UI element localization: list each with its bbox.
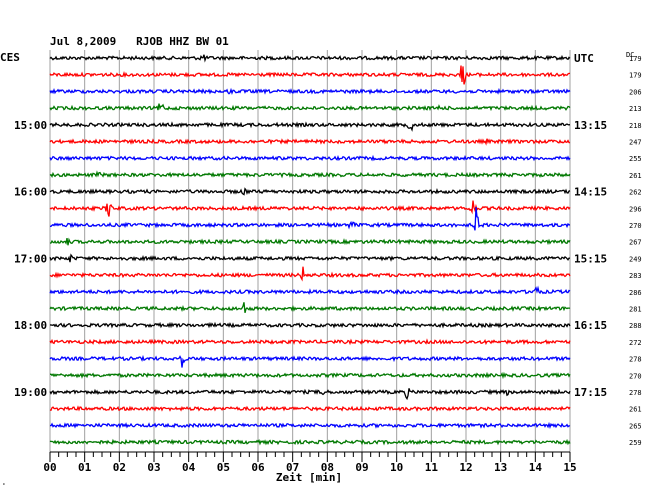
dc-offset-value: 247	[629, 139, 642, 147]
x-tick-label: 11	[425, 461, 439, 474]
dc-offset-value: 270	[629, 222, 642, 230]
trace-row-17	[49, 338, 571, 346]
dc-offset-value: 213	[629, 105, 642, 113]
right-time-label: 16:15	[574, 319, 607, 332]
dc-offset-value: 278	[629, 356, 642, 364]
left-time-labels: 15:00 16:00 17:00 18:00 19:00	[14, 119, 47, 399]
dc-offset-value: 262	[629, 189, 642, 197]
dc-offset-value: 179	[629, 72, 642, 80]
dc-offset-value: 249	[629, 255, 642, 263]
trace-lines	[49, 54, 571, 446]
right-time-labels: UTC 13:15 14:15 15:15 16:15 17:15	[574, 52, 607, 399]
dc-offset-value: 288	[629, 322, 642, 330]
dc-offset-value: 270	[629, 372, 642, 380]
dc-offset-value: 283	[629, 272, 642, 280]
dc-offset-value: 267	[629, 239, 642, 247]
trace-row-23	[49, 438, 571, 446]
x-axis-ticks	[49, 451, 571, 462]
trace-row-10	[50, 207, 571, 231]
dc-offset-value: 272	[629, 339, 642, 347]
left-time-label: 15:00	[14, 119, 47, 132]
trace-row-9	[49, 200, 571, 217]
dc-offset-value: 265	[629, 422, 642, 430]
dc-offset-value: 278	[629, 389, 642, 397]
x-tick-label: 04	[182, 461, 196, 474]
trace-row-18	[49, 354, 571, 368]
x-tick-label: 01	[78, 461, 92, 474]
trace-row-11	[49, 237, 571, 246]
trace-row-0	[49, 54, 571, 63]
trace-row-8	[49, 187, 571, 196]
x-tick-label: 12	[459, 461, 472, 474]
trace-row-15	[49, 302, 571, 313]
dc-offset-value: 286	[629, 289, 642, 297]
dc-offset-value: 281	[629, 306, 642, 314]
x-tick-label: 03	[147, 461, 160, 474]
x-tick-label: 14	[529, 461, 543, 474]
trace-row-20	[49, 388, 571, 401]
right-time-label: 13:15	[574, 119, 607, 132]
x-tick-label: 06	[251, 461, 265, 474]
trace-row-4	[49, 121, 571, 132]
right-time-label: 17:15	[574, 386, 607, 399]
x-tick-label: 07	[286, 461, 299, 474]
trace-row-2	[49, 87, 571, 96]
right-time-label: UTC	[574, 52, 594, 65]
left-time-label: 17:00	[14, 252, 47, 265]
dc-offset-value: 218	[629, 122, 642, 130]
x-tick-label: 09	[355, 461, 368, 474]
x-tick-label: 00	[43, 461, 56, 474]
dc-offset-value: 179	[629, 55, 642, 63]
x-tick-label: 08	[321, 461, 334, 474]
trace-row-14	[49, 285, 571, 296]
trace-row-19	[49, 371, 571, 380]
trace-row-13	[49, 266, 571, 282]
dc-offset-value: 296	[629, 205, 642, 213]
trace-row-16	[49, 321, 571, 329]
left-time-label: 19:00	[14, 386, 47, 399]
trace-row-21	[49, 405, 571, 413]
right-time-label: 15:15	[574, 252, 607, 265]
dc-offset-labels: 179 179 206 213 218 247 255 261 262 296 270 267 249 2…	[629, 55, 642, 447]
dc-offset-value: 255	[629, 155, 642, 163]
x-axis-label: Zeit [min]	[276, 471, 342, 484]
dc-offset-value: 261	[629, 172, 642, 180]
x-tick-label: 10	[390, 461, 403, 474]
chart-title: Jul 8,2009 RJOB HHZ BW 01	[50, 35, 229, 48]
x-tick-label: 05	[217, 461, 230, 474]
dc-offset-value: 259	[629, 439, 642, 447]
trace-row-6	[49, 154, 571, 162]
right-time-label: 14:15	[574, 186, 607, 199]
x-tick-label: 02	[113, 461, 126, 474]
trace-row-1	[49, 65, 570, 85]
x-tick-labels: 00 01 02 03 04 05 06 07 08 09 10 11 12 13 14 15	[43, 461, 576, 474]
dc-label: DC	[626, 51, 634, 59]
footer-mark: ˚	[2, 484, 6, 491]
trace-row-7	[49, 170, 571, 179]
dc-offset-value: 206	[629, 88, 642, 96]
x-tick-label: 13	[494, 461, 507, 474]
trace-row-5	[49, 138, 571, 146]
left-axis-label: CES	[0, 51, 20, 64]
left-time-label: 16:00	[14, 186, 47, 199]
trace-row-12	[49, 253, 570, 263]
dc-offset-value: 261	[629, 406, 642, 414]
trace-row-22	[49, 421, 571, 430]
left-time-label: 18:00	[14, 319, 47, 332]
x-tick-label: 15	[563, 461, 576, 474]
minute-grid	[49, 50, 571, 452]
trace-row-3	[49, 103, 571, 112]
